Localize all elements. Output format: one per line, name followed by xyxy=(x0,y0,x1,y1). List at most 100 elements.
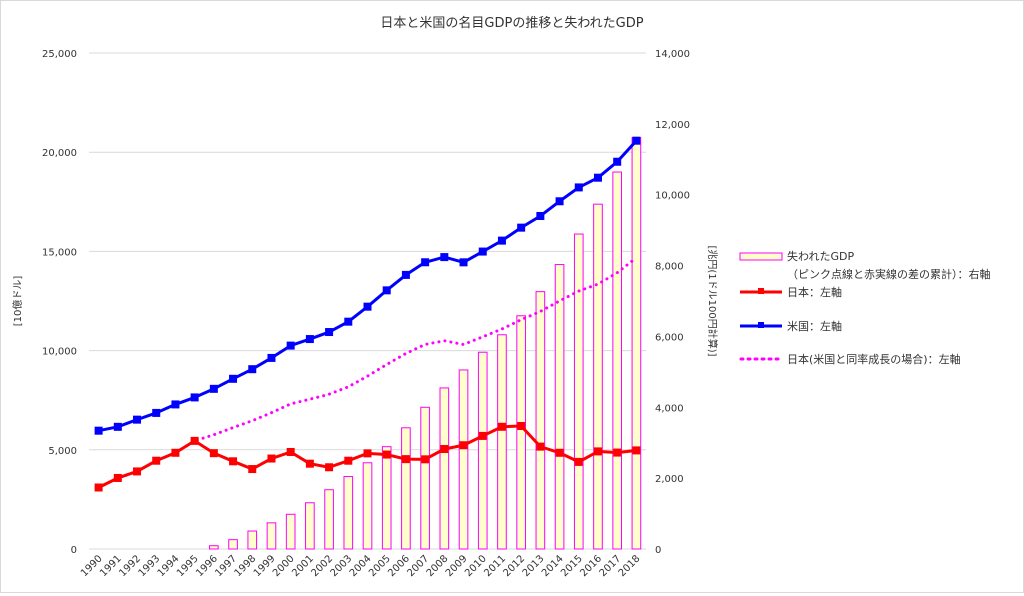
bar-lost-gdp xyxy=(593,203,603,550)
bar-lost-gdp xyxy=(516,315,526,550)
point-us xyxy=(536,211,545,220)
point-japan xyxy=(574,457,583,466)
bar-lost-gdp xyxy=(631,137,642,550)
point-us xyxy=(190,393,199,402)
bar-lost-gdp xyxy=(401,427,411,550)
point-us xyxy=(267,353,276,362)
point-us xyxy=(574,183,583,192)
y-tick-left: 25,000 xyxy=(42,49,77,60)
legend: 失われたGDP （ピンク点線と赤実線の差の累計）：右軸 日本：左軸 米国：左軸 … xyxy=(739,250,991,366)
lines xyxy=(94,136,641,492)
point-us xyxy=(286,341,295,350)
point-japan xyxy=(209,449,218,458)
point-japan xyxy=(152,456,161,465)
legend-label-japan-hypothetical: 日本(米国と同率成長の場合)：左軸 xyxy=(787,352,961,366)
point-us xyxy=(305,335,314,344)
point-japan xyxy=(171,448,180,457)
legend-swatch-lost-gdp xyxy=(739,252,783,261)
y-tick-left: 15,000 xyxy=(42,247,77,258)
y-tick-left: 5,000 xyxy=(48,446,77,457)
point-japan xyxy=(382,450,391,459)
bar-lost-gdp xyxy=(324,489,334,550)
point-us xyxy=(248,365,257,374)
bar-lost-gdp xyxy=(439,387,450,550)
legend-label-japan: 日本：左軸 xyxy=(787,285,842,299)
point-japan xyxy=(555,448,564,457)
bar-lost-gdp xyxy=(247,530,258,550)
point-us xyxy=(209,384,218,393)
bar-lost-gdp xyxy=(458,369,469,550)
point-japan xyxy=(305,459,314,468)
bar-lost-gdp xyxy=(209,545,219,550)
point-japan xyxy=(536,442,545,451)
point-us xyxy=(517,223,526,232)
point-japan xyxy=(497,422,506,431)
legend-label-us: 米国：左軸 xyxy=(787,319,842,333)
y-axis-right-label: [兆円(1ドル100円計算)] xyxy=(706,245,719,356)
y-tick-right: 8,000 xyxy=(655,262,684,273)
point-japan xyxy=(421,455,430,464)
bars xyxy=(209,137,642,550)
point-us xyxy=(325,328,334,337)
point-us xyxy=(113,422,122,431)
point-us xyxy=(555,197,564,206)
point-japan xyxy=(632,446,641,455)
point-us xyxy=(632,136,641,145)
point-us xyxy=(152,408,161,417)
y-tick-left: 0 xyxy=(71,545,77,556)
point-japan xyxy=(248,465,257,474)
point-japan xyxy=(593,447,602,456)
point-japan xyxy=(286,447,295,456)
y-tick-right: 12,000 xyxy=(655,120,690,131)
point-japan xyxy=(229,457,238,466)
bar-lost-gdp xyxy=(612,171,623,550)
chart-title: 日本と米国の名目GDPの推移と失われたGDP xyxy=(380,15,643,31)
point-japan xyxy=(613,448,622,457)
point-us xyxy=(229,374,238,383)
y-tick-left: 20,000 xyxy=(42,148,77,159)
point-japan xyxy=(401,455,410,464)
bar-lost-gdp xyxy=(477,351,488,550)
point-japan xyxy=(267,454,276,463)
y-tick-right: 10,000 xyxy=(655,191,690,202)
point-us xyxy=(613,157,622,166)
legend-marker-us xyxy=(758,322,764,328)
point-us xyxy=(382,286,391,295)
point-us xyxy=(94,426,103,435)
bar-lost-gdp xyxy=(420,406,430,550)
point-us xyxy=(459,258,468,267)
bar-lost-gdp xyxy=(554,264,565,550)
point-us xyxy=(133,415,142,424)
y-tick-right: 6,000 xyxy=(655,332,684,343)
bar-lost-gdp xyxy=(573,233,584,550)
point-us xyxy=(497,236,506,245)
bar-lost-gdp xyxy=(266,522,277,550)
point-japan xyxy=(133,467,142,476)
legend-label-lost-gdp: 失われたGDP xyxy=(787,250,854,263)
point-japan xyxy=(459,441,468,450)
y-tick-right: 2,000 xyxy=(655,474,684,485)
bar-lost-gdp xyxy=(497,334,507,550)
bar-lost-gdp xyxy=(343,476,354,550)
point-japan xyxy=(113,473,122,482)
point-us xyxy=(171,400,180,409)
point-us xyxy=(363,302,372,311)
point-us xyxy=(593,173,602,182)
bar-lost-gdp xyxy=(305,502,315,550)
point-us xyxy=(440,253,449,262)
point-japan xyxy=(363,449,372,458)
point-japan xyxy=(344,456,353,465)
point-us xyxy=(344,317,353,326)
bar-lost-gdp xyxy=(381,446,392,550)
point-us xyxy=(478,247,487,256)
point-japan xyxy=(440,445,449,454)
point-us xyxy=(421,258,430,267)
point-us xyxy=(401,270,410,279)
point-japan xyxy=(478,431,487,440)
legend-label-lost-gdp-note: （ピンク点線と赤実線の差の累計）：右軸 xyxy=(787,267,991,281)
point-japan xyxy=(325,463,334,472)
y-axis-left-label: [10億ドル] xyxy=(11,276,24,327)
bar-lost-gdp xyxy=(228,539,238,550)
y-tick-right: 4,000 xyxy=(655,403,684,414)
